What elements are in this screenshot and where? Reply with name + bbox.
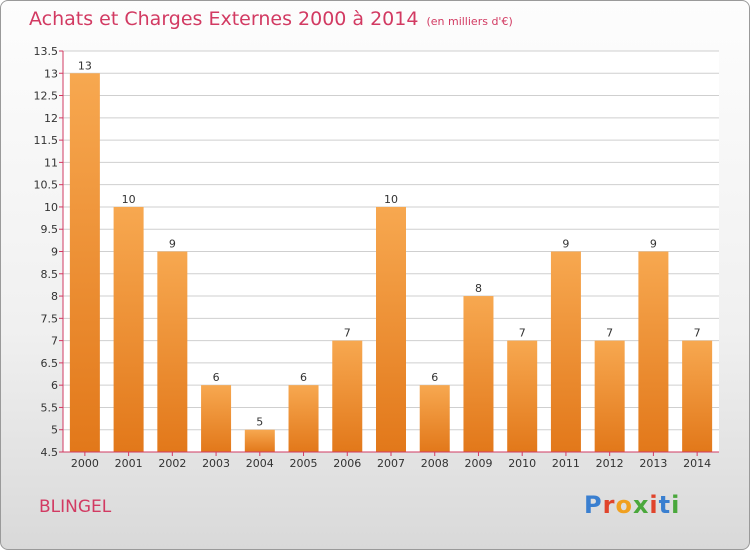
y-tick-label: 13 — [44, 67, 58, 80]
proxiti-logo: Proxiti — [584, 491, 680, 519]
logo-letter: i — [671, 491, 681, 519]
logo-letter: r — [602, 491, 616, 519]
bar — [157, 251, 188, 452]
bar-value-label: 10 — [122, 193, 136, 206]
x-tick-label: 2011 — [552, 457, 580, 470]
x-tick-label: 2006 — [333, 457, 361, 470]
x-tick-label: 2013 — [639, 457, 667, 470]
y-tick-label: 9.5 — [41, 223, 59, 236]
y-tick-label: 4.5 — [41, 446, 59, 459]
bar — [507, 340, 538, 452]
x-tick-label: 2008 — [421, 457, 449, 470]
x-tick-label: 2001 — [115, 457, 143, 470]
y-tick-label: 5.5 — [41, 401, 59, 414]
commune-name: BLINGEL — [39, 497, 112, 517]
bar-value-label: 9 — [650, 238, 657, 251]
logo-letter: P — [584, 491, 603, 519]
y-tick-label: 7.5 — [41, 312, 59, 325]
bar — [463, 296, 494, 452]
bar — [682, 340, 713, 452]
bar-value-label: 6 — [213, 371, 220, 384]
y-tick-label: 5 — [51, 424, 58, 437]
bar — [419, 385, 450, 452]
bar-value-label: 10 — [384, 193, 398, 206]
y-tick-label: 10 — [44, 201, 58, 214]
logo-letter: o — [615, 491, 633, 519]
x-tick-label: 2012 — [596, 457, 624, 470]
x-tick-label: 2010 — [508, 457, 536, 470]
bar — [69, 73, 100, 453]
bar — [113, 206, 144, 452]
bar-value-label: 9 — [169, 238, 176, 251]
y-tick-label: 11.5 — [34, 134, 59, 147]
x-tick-label: 2014 — [683, 457, 711, 470]
x-tick-label: 2000 — [71, 457, 99, 470]
y-tick-label: 6.5 — [41, 357, 59, 370]
bar-value-label: 7 — [694, 327, 701, 340]
y-tick-label: 9 — [51, 246, 58, 259]
bar-value-label: 7 — [519, 327, 526, 340]
bar — [638, 251, 669, 452]
bar-value-label: 5 — [256, 416, 263, 429]
chart-title-text: Achats et Charges Externes 2000 à 2014 — [29, 8, 419, 30]
bar-value-label: 6 — [300, 371, 307, 384]
bar-value-label: 7 — [344, 327, 351, 340]
x-tick-label: 2002 — [158, 457, 186, 470]
y-tick-label: 11 — [44, 156, 58, 169]
bar — [594, 340, 625, 452]
logo-letter: x — [632, 491, 650, 519]
bar — [376, 206, 406, 452]
y-tick-label: 8 — [51, 290, 58, 303]
logo-letter: i — [649, 491, 659, 519]
y-tick-label: 7 — [51, 335, 58, 348]
chart-unit: (en milliers d'€) — [426, 15, 513, 28]
y-tick-label: 12.5 — [34, 90, 59, 103]
y-tick-label: 12 — [44, 112, 58, 125]
x-tick-label: 2004 — [246, 457, 274, 470]
bar-value-label: 9 — [562, 238, 569, 251]
bar-value-label: 8 — [475, 282, 482, 295]
bar — [550, 251, 581, 452]
bar-value-label: 7 — [606, 327, 613, 340]
bar — [244, 429, 275, 452]
x-tick-label: 2003 — [202, 457, 230, 470]
y-tick-label: 8.5 — [41, 268, 59, 281]
x-tick-label: 2005 — [290, 457, 318, 470]
bar-value-label: 6 — [431, 371, 438, 384]
x-tick-label: 2007 — [377, 457, 405, 470]
logo-letter: t — [658, 491, 672, 519]
bar — [288, 385, 319, 452]
y-tick-label: 13.5 — [34, 45, 59, 58]
bar-value-label: 13 — [78, 59, 92, 72]
x-tick-label: 2009 — [464, 457, 492, 470]
bar — [201, 385, 232, 452]
bar — [332, 340, 363, 452]
chart-title: Achats et Charges Externes 2000 à 2014 (e… — [29, 8, 513, 30]
y-tick-label: 10.5 — [34, 179, 59, 192]
y-tick-label: 6 — [51, 379, 58, 392]
